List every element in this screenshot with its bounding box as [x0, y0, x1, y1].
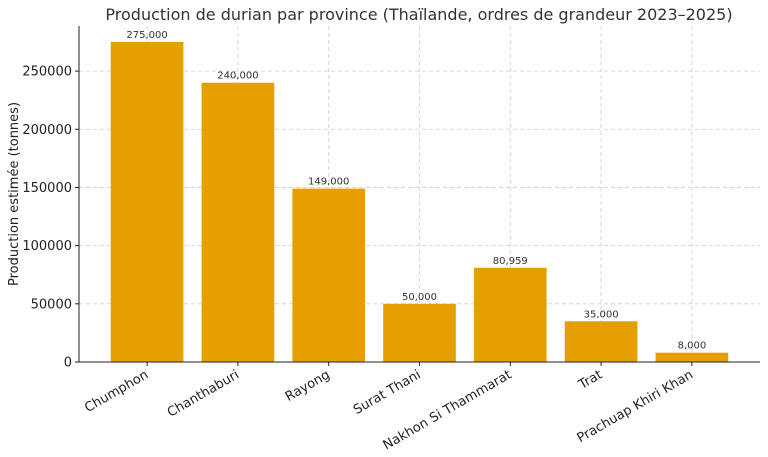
bars-layer: [110, 42, 729, 363]
x-tick-label: Surat Thani: [351, 367, 423, 418]
y-tick-label: 50000: [31, 297, 72, 312]
bar: [383, 303, 456, 362]
x-tick-label: Chanthaburi: [165, 367, 242, 420]
data-label: 80,959: [493, 256, 528, 267]
y-axis-label: Production estimée (tonnes): [7, 102, 22, 286]
x-tick-label: Chumphon: [82, 367, 151, 415]
bar: [201, 82, 275, 363]
data-label: 50,000: [402, 292, 437, 303]
y-tick-label: 250000: [22, 65, 72, 80]
bar: [110, 42, 184, 362]
x-tick-label: Trat: [576, 367, 606, 393]
data-label: 8,000: [678, 341, 707, 352]
data-label: 149,000: [308, 177, 349, 188]
data-label: 275,000: [126, 30, 167, 41]
bar: [473, 267, 547, 362]
chart-title: Production de durian par province (Thaïl…: [105, 5, 732, 24]
data-label: 35,000: [584, 309, 619, 320]
bar: [655, 352, 729, 362]
x-tick-label: Rayong: [283, 367, 333, 404]
data-label: 240,000: [217, 71, 258, 82]
bar: [564, 321, 638, 362]
y-tick-label: 0: [64, 356, 72, 371]
y-tick-label: 150000: [22, 181, 72, 196]
y-tick-label: 200000: [22, 123, 72, 138]
y-tick-label: 100000: [22, 239, 72, 254]
axes-layer: [75, 26, 760, 366]
bar: [292, 188, 366, 362]
